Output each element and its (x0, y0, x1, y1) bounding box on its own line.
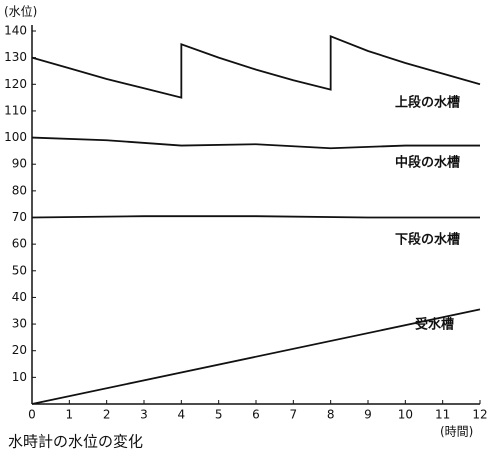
y-axis-label: (水位) (4, 4, 37, 19)
y-tick-label: 50 (12, 263, 27, 277)
y-tick-label: 60 (12, 237, 27, 251)
caption: 水時計の水位の変化 (8, 433, 143, 451)
y-tick-label: 140 (4, 24, 27, 38)
series-line (31, 136, 480, 150)
x-tick-label: 9 (364, 408, 372, 422)
x-tick-label: 10 (398, 408, 413, 422)
x-tick-label: 4 (178, 408, 186, 422)
series-label: 上段の水槽 (395, 95, 460, 111)
y-tick-label: 30 (12, 317, 27, 331)
y-tick-label: 80 (12, 183, 27, 197)
y-tick-label: 110 (4, 103, 27, 117)
series-line (31, 35, 481, 99)
y-tick-label: 20 (12, 343, 27, 357)
y-tick-label: 70 (12, 210, 27, 224)
x-tick-label: 0 (28, 408, 36, 422)
x-tick-label: 8 (327, 408, 335, 422)
y-tick-label: 100 (4, 130, 27, 144)
y-tick-label: 10 (12, 370, 27, 384)
y-tick-label: 130 (4, 50, 27, 64)
x-tick-label: 11 (435, 408, 450, 422)
x-tick-label: 2 (103, 408, 111, 422)
x-tick-label: 3 (140, 408, 148, 422)
x-tick-label: 6 (252, 408, 260, 422)
x-tick-label: 7 (290, 408, 298, 422)
y-tick-label: 40 (12, 290, 27, 304)
series-line (31, 215, 480, 219)
y-tick-label: 90 (12, 157, 27, 171)
y-tick-label: 120 (4, 77, 27, 91)
series-label: 中段の水槽 (395, 155, 460, 171)
series-label: 下段の水槽 (395, 232, 460, 248)
series-label: 受水槽 (415, 317, 454, 333)
x-tick-label: 5 (215, 408, 223, 422)
x-tick-label: 1 (66, 408, 74, 422)
x-axis-label: (時間) (440, 425, 473, 439)
series-line (31, 308, 481, 405)
x-tick-label: 12 (472, 408, 487, 422)
